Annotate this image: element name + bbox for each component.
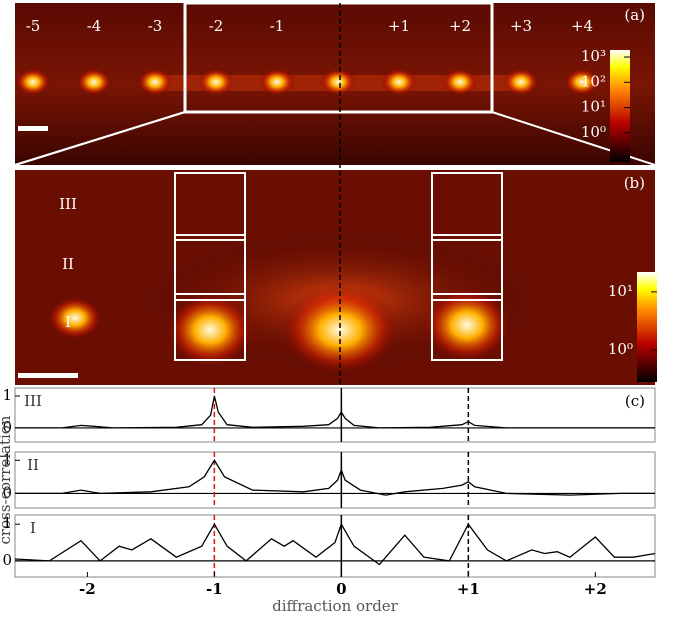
diffraction-spot xyxy=(381,68,417,96)
order-label: +2 xyxy=(449,17,471,35)
diffraction-spot xyxy=(259,68,295,96)
plot-frame xyxy=(15,452,655,508)
subplot-label: III xyxy=(24,392,42,410)
spot xyxy=(280,285,400,375)
diffraction-spot xyxy=(137,68,173,96)
y-tick-label: 1 xyxy=(2,386,12,404)
order-label: -4 xyxy=(87,17,102,35)
colorbar-tick-label: 10⁰ xyxy=(608,340,633,358)
order-label: +3 xyxy=(510,17,532,35)
region-label: III xyxy=(59,195,77,213)
colorbar xyxy=(610,50,630,162)
panel-a: (a) -5 -4 -3 -2 -1 +1 +2 +3 +4 10³ 10² 10¹ 10⁰ xyxy=(15,3,655,165)
diffraction-spot xyxy=(503,68,539,96)
order-label: -1 xyxy=(270,17,285,35)
plot-frame xyxy=(15,515,655,577)
x-tick-label: +1 xyxy=(457,580,480,598)
diffraction-spot xyxy=(320,68,356,96)
diffraction-spot xyxy=(198,68,234,96)
colorbar xyxy=(637,272,657,382)
colorbar-tick-label: 10³ xyxy=(581,47,606,65)
y-tick-label: 1 xyxy=(2,514,12,532)
panel-label: (b) xyxy=(624,174,645,192)
colorbar-tick-label: 10¹ xyxy=(608,282,633,300)
subplot-label: I xyxy=(30,519,36,537)
figure: (a) -5 -4 -3 -2 -1 +1 +2 +3 +4 10³ 10² 10¹ 10⁰ (b) 1… xyxy=(0,0,674,617)
cross-correlation-line xyxy=(15,524,655,564)
x-tick-label: +2 xyxy=(584,580,607,598)
region-label: II xyxy=(62,255,74,273)
x-tick-label: -1 xyxy=(206,580,223,598)
region-label: I xyxy=(65,313,71,331)
subplot-label: II xyxy=(27,456,39,474)
x-axis-label: diffraction order xyxy=(272,597,399,615)
cross-correlation-line xyxy=(15,460,655,495)
diffraction-spot xyxy=(76,68,112,96)
colorbar-tick-label: 10⁰ xyxy=(581,123,606,141)
cross-correlation-line xyxy=(15,396,655,428)
order-label: -5 xyxy=(26,17,41,35)
scale-bar xyxy=(18,126,48,131)
order-label: +1 xyxy=(388,17,410,35)
diffraction-spot xyxy=(15,68,51,96)
diffraction-spot xyxy=(442,68,478,96)
order-label: +4 xyxy=(571,17,593,35)
order-label: -3 xyxy=(148,17,163,35)
colorbar-tick-label: 10¹ xyxy=(581,98,606,116)
panel-label: (c) xyxy=(625,392,645,410)
y-tick-label: 0 xyxy=(2,551,12,569)
plot-frame xyxy=(15,388,655,442)
spot xyxy=(47,296,103,340)
spot xyxy=(422,287,512,363)
spot xyxy=(165,292,255,368)
scale-bar xyxy=(18,373,78,378)
colorbar-tick-label: 10² xyxy=(581,72,606,90)
x-tick-label: 0 xyxy=(336,580,346,598)
panel-label: (a) xyxy=(624,6,645,24)
x-tick-label: -2 xyxy=(79,580,96,598)
order-label: -2 xyxy=(209,17,224,35)
